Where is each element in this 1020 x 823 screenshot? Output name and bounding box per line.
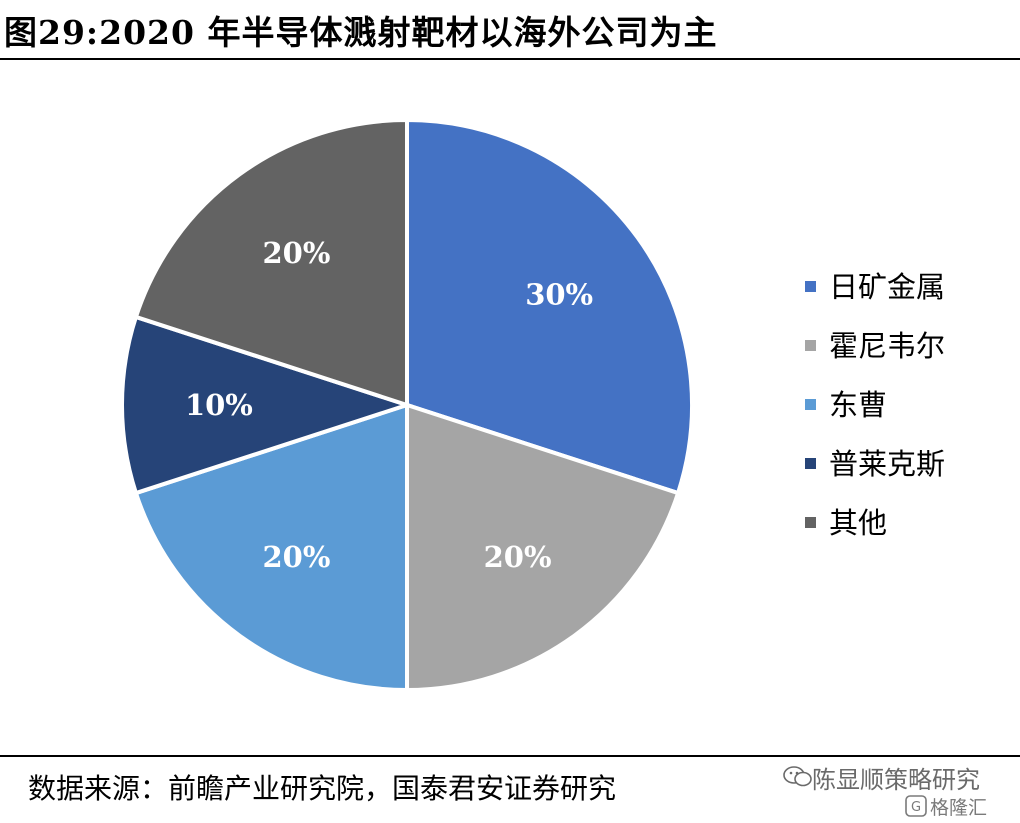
source-divider bbox=[0, 755, 1020, 757]
slice-data-label: 10% bbox=[185, 388, 253, 422]
legend-label: 东曹 bbox=[829, 388, 887, 422]
slice-data-label: 30% bbox=[525, 277, 593, 311]
slice-data-label: 20% bbox=[262, 540, 330, 574]
pie-slice bbox=[405, 402, 681, 693]
legend-swatch bbox=[805, 399, 816, 410]
slice-data-label: 20% bbox=[484, 540, 552, 574]
svg-text:G: G bbox=[911, 800, 921, 815]
pie-slice bbox=[133, 117, 409, 408]
legend-label: 普莱克斯 bbox=[829, 447, 945, 481]
legend-swatch bbox=[805, 281, 816, 292]
legend-swatch bbox=[805, 340, 816, 351]
watermark-platform: 格隆汇 bbox=[930, 797, 988, 819]
source-note: 数据来源：前瞻产业研究院，国泰君安证券研究 bbox=[28, 772, 617, 805]
wechat-icon bbox=[783, 766, 812, 787]
legend-label: 其他 bbox=[829, 506, 887, 540]
title-divider bbox=[0, 58, 1020, 60]
pie-slice bbox=[405, 117, 694, 496]
legend-label: 日矿金属 bbox=[829, 270, 945, 304]
pie-slice bbox=[133, 402, 409, 693]
gelonghui-icon: G bbox=[905, 795, 927, 817]
legend-label: 霍尼韦尔 bbox=[829, 329, 945, 363]
watermark-account: 陈显顺策略研究 bbox=[812, 766, 980, 794]
legend-swatch bbox=[805, 517, 816, 528]
legend-swatch bbox=[805, 458, 816, 469]
pie-slices bbox=[120, 117, 694, 693]
slice-data-label: 20% bbox=[262, 236, 330, 270]
chart-title: 图29:2020 年半导体溅射靶材以海外公司为主 bbox=[4, 13, 718, 52]
pie-slice-labels: 30% 20% 20% 10% 20% bbox=[185, 236, 593, 574]
pie-slice bbox=[120, 314, 414, 496]
